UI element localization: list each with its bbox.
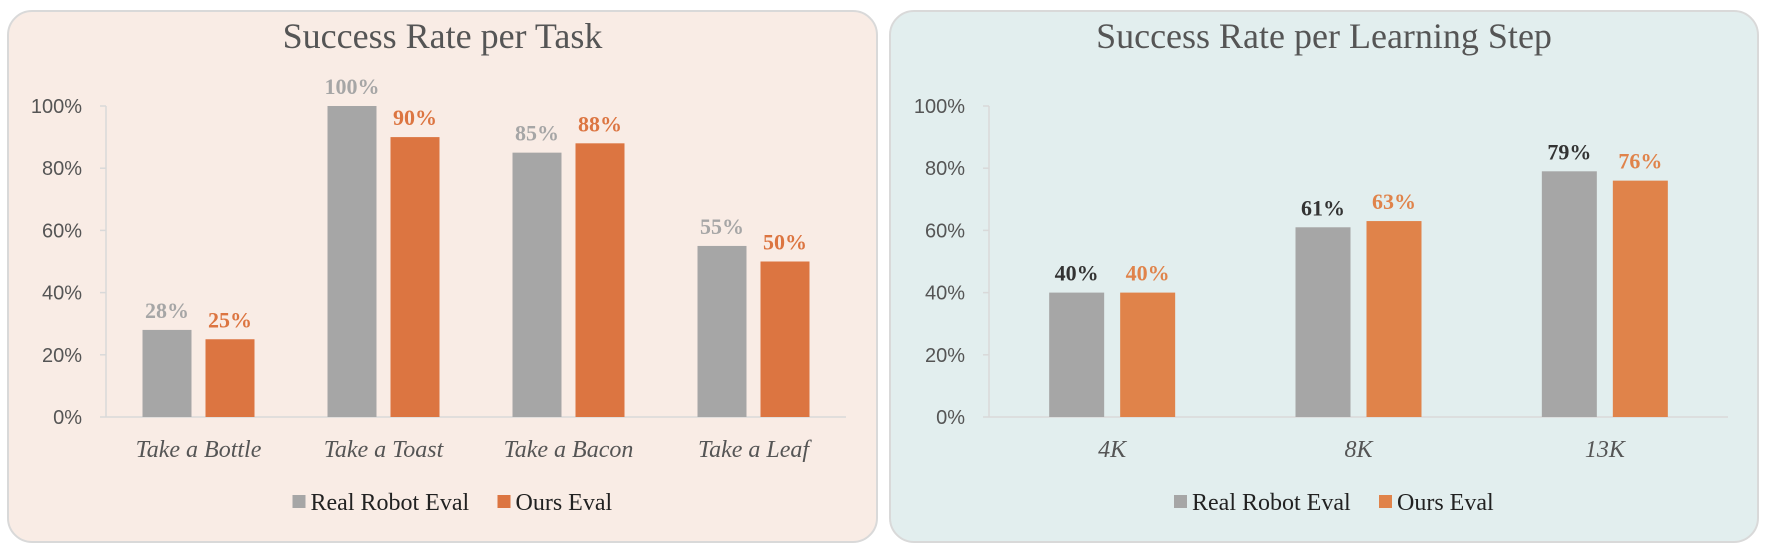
y-tick-label: 80% <box>42 158 82 180</box>
y-tick-label: 60% <box>42 220 82 242</box>
bar-ours-eval <box>1120 292 1176 417</box>
data-label: 100% <box>325 74 380 99</box>
bar-ours-eval <box>1366 221 1422 417</box>
y-tick-label: 20% <box>42 345 82 367</box>
bar-ours-eval <box>1612 180 1668 417</box>
bar-real-robot-eval <box>1541 171 1597 417</box>
legend-swatch <box>1174 495 1187 508</box>
bar-ours-eval <box>205 339 255 417</box>
y-tick-label: 20% <box>925 345 965 367</box>
bar-real-robot-eval <box>327 106 377 417</box>
legend-swatch <box>1379 495 1392 508</box>
y-tick-label: 80% <box>925 158 965 180</box>
data-label: 79% <box>1547 139 1591 164</box>
data-label: 25% <box>208 307 252 332</box>
data-label: 55% <box>700 214 744 239</box>
bar-real-robot-eval <box>1049 292 1105 417</box>
bar-ours-eval <box>390 137 440 417</box>
x-category-label: Take a Bottle <box>136 437 262 463</box>
bar-ours-eval <box>575 143 625 417</box>
chart-per-learning-step: Success Rate per Learning Step 0% 20% 40% 60… <box>889 10 1759 543</box>
y-tick-label: 0% <box>936 407 965 429</box>
legend-label: Ours Eval <box>516 490 613 516</box>
data-label: 28% <box>145 298 189 323</box>
y-tick-label: 40% <box>42 283 82 305</box>
data-label: 90% <box>393 105 437 130</box>
legend-label: Real Robot Eval <box>311 490 470 516</box>
bar-real-robot-eval <box>697 245 747 417</box>
chart-title: Success Rate per Learning Step <box>1096 16 1552 56</box>
x-category-label: 13K <box>1585 437 1627 463</box>
y-tick-label: 0% <box>53 407 82 429</box>
x-category-label: 8K <box>1344 437 1374 463</box>
x-category-label: 4K <box>1098 437 1128 463</box>
chart-title: Success Rate per Task <box>283 16 603 56</box>
y-tick-label: 40% <box>925 283 965 305</box>
bar-ours-eval <box>760 261 810 417</box>
bar-real-robot-eval <box>512 152 562 417</box>
y-tick-label: 100% <box>31 96 82 118</box>
x-category-label: Take a Bacon <box>504 437 634 463</box>
legend-label: Ours Eval <box>1397 490 1494 516</box>
y-tick-label: 100% <box>914 96 965 118</box>
data-label: 63% <box>1372 189 1416 214</box>
chart-per-task: Success Rate per Task 0% 20% 40% 60% 80% 100% T… <box>7 10 878 543</box>
legend-swatch <box>292 495 306 508</box>
bar-real-robot-eval <box>1295 227 1351 417</box>
legend-swatch <box>497 495 511 508</box>
x-category-label: Take a Leaf <box>698 437 812 463</box>
x-category-label: Take a Toast <box>324 437 445 463</box>
bar-real-robot-eval <box>142 329 192 417</box>
data-label: 40% <box>1126 261 1170 286</box>
y-tick-label: 60% <box>925 220 965 242</box>
data-label: 40% <box>1055 261 1099 286</box>
data-label: 88% <box>578 111 622 136</box>
data-label: 61% <box>1301 195 1345 220</box>
data-label: 85% <box>515 121 559 146</box>
legend-label: Real Robot Eval <box>1192 490 1351 516</box>
data-label: 76% <box>1618 149 1662 174</box>
data-label: 50% <box>763 230 807 255</box>
